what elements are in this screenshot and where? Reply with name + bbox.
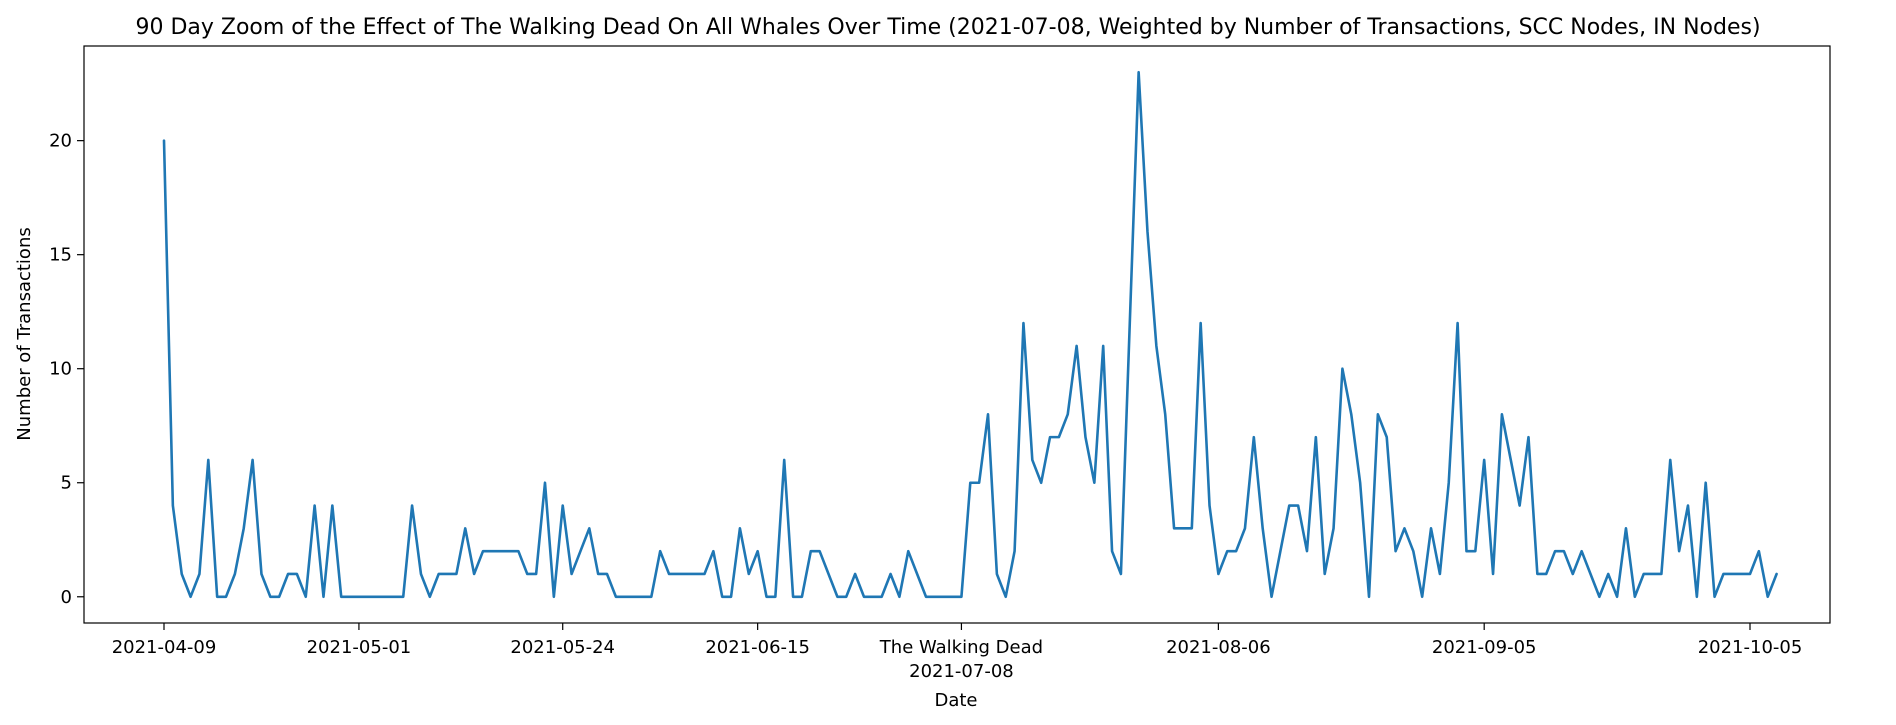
x-tick-label: 2021-09-05 [1432, 637, 1537, 658]
x-tick-label: 2021-05-01 [307, 637, 412, 658]
y-axis: 0 5 10 15 20 [49, 131, 84, 608]
x-axis-label: Date [934, 690, 977, 711]
y-axis-label: Number of Transactions [14, 227, 35, 440]
chart-title: 90 Day Zoom of the Effect of The Walking… [135, 15, 1760, 40]
y-tick-label: 15 [49, 245, 72, 266]
x-tick-sublabel: 2021-07-08 [909, 661, 1014, 682]
series-line [162, 70, 1778, 599]
x-tick-label: 2021-10-05 [1698, 637, 1803, 658]
y-tick-label: 0 [61, 587, 72, 608]
x-tick-label: The Walking Dead [879, 637, 1043, 658]
plot-area [83, 45, 1831, 624]
x-tick-label: 2021-04-09 [112, 637, 217, 658]
x-tick-label: 2021-05-24 [510, 637, 615, 658]
y-tick-label: 20 [49, 131, 72, 152]
x-tick-label: 2021-08-06 [1166, 637, 1271, 658]
y-tick-label: 5 [61, 473, 72, 494]
y-tick-label: 10 [49, 359, 72, 380]
x-axis: 2021-04-09 2021-05-01 2021-05-24 2021-06-15… [112, 623, 1803, 682]
x-tick-label: 2021-06-15 [705, 637, 810, 658]
